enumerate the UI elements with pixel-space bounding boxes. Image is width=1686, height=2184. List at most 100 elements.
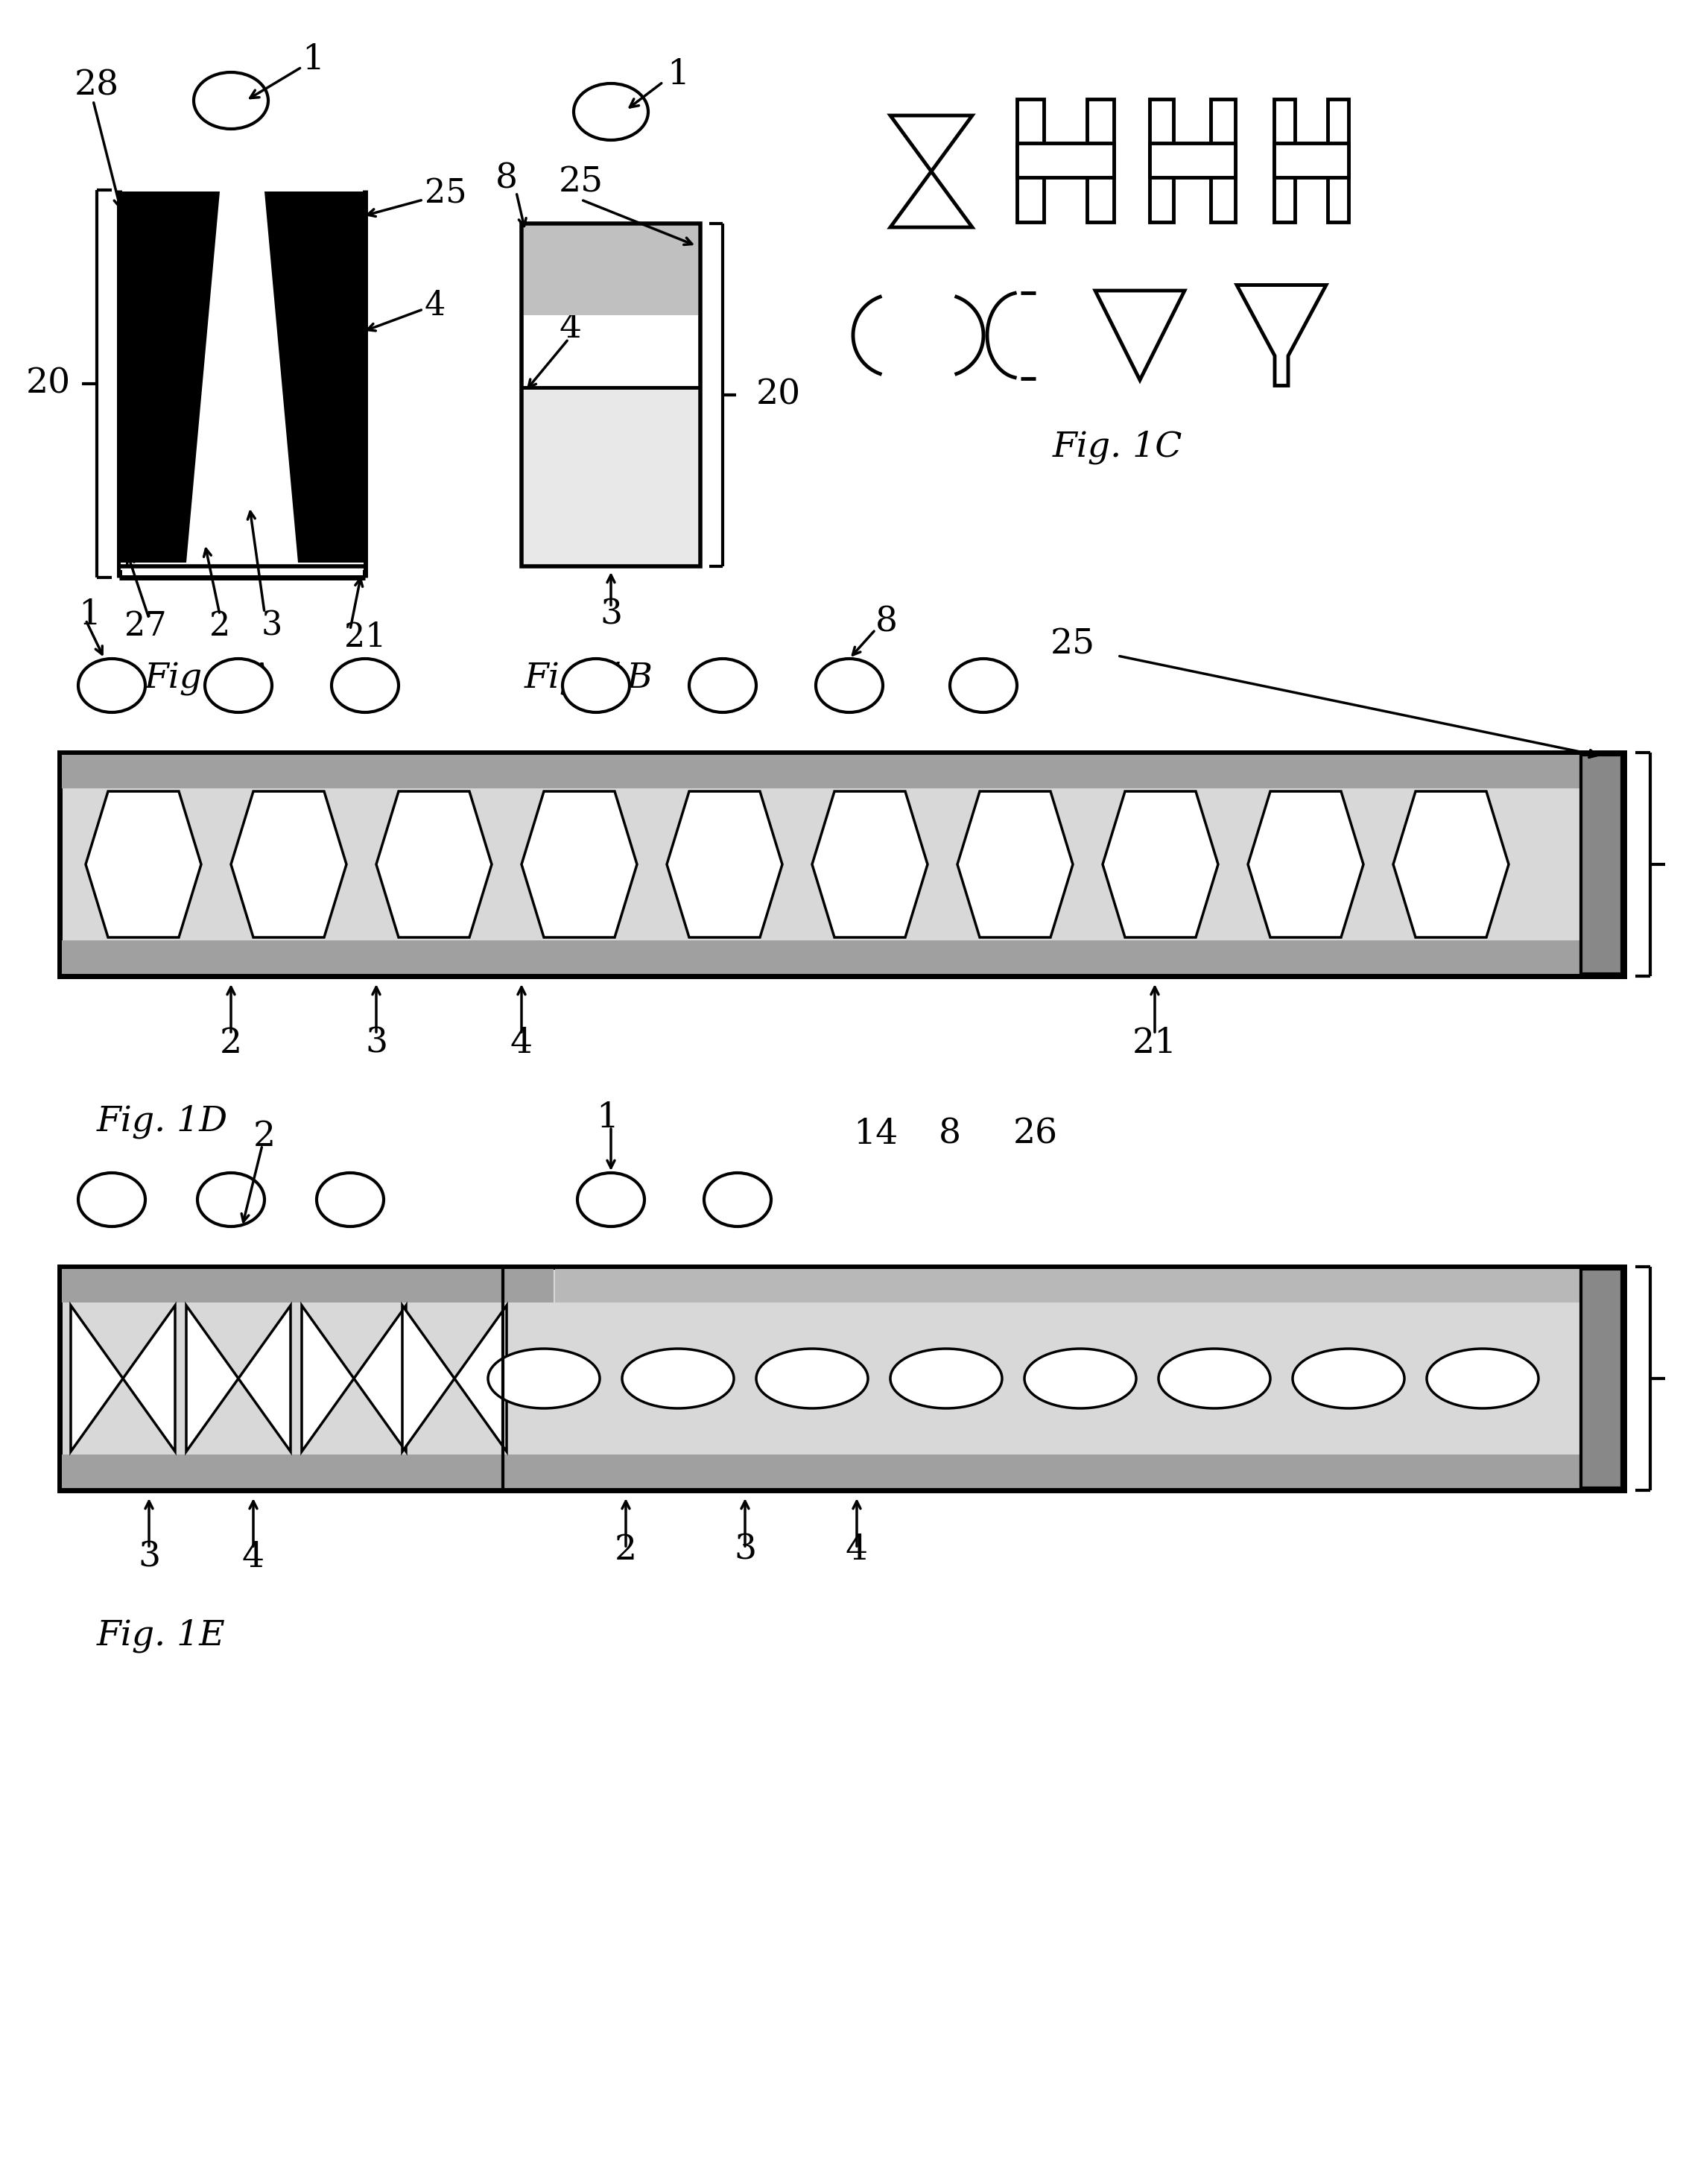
Polygon shape — [121, 192, 219, 563]
Text: 3: 3 — [261, 609, 283, 642]
Ellipse shape — [1158, 1350, 1270, 1409]
Ellipse shape — [757, 1350, 868, 1409]
Ellipse shape — [890, 1350, 1001, 1409]
Polygon shape — [185, 1306, 238, 1452]
Polygon shape — [455, 1306, 506, 1452]
Polygon shape — [302, 1306, 354, 1452]
Text: Fig. 1C: Fig. 1C — [1052, 430, 1182, 463]
Bar — [59, 1267, 1624, 1489]
Bar — [1581, 756, 1622, 974]
Ellipse shape — [487, 1350, 600, 1409]
Text: 20: 20 — [1684, 1361, 1686, 1396]
Ellipse shape — [816, 660, 883, 712]
Polygon shape — [1238, 286, 1327, 387]
Ellipse shape — [332, 660, 398, 712]
Polygon shape — [123, 1306, 175, 1452]
Text: Fig. 1E: Fig. 1E — [96, 1618, 226, 1653]
Polygon shape — [403, 1306, 455, 1452]
Ellipse shape — [622, 1350, 733, 1409]
Polygon shape — [238, 1306, 290, 1452]
Ellipse shape — [949, 660, 1017, 712]
Ellipse shape — [194, 72, 268, 129]
Bar — [62, 941, 1622, 974]
Polygon shape — [71, 1306, 123, 1452]
Text: 27: 27 — [125, 609, 167, 642]
Polygon shape — [890, 116, 973, 170]
Text: 14: 14 — [853, 1118, 899, 1151]
Text: 2: 2 — [219, 1026, 243, 1059]
Ellipse shape — [1293, 1350, 1404, 1409]
Text: 21: 21 — [344, 620, 386, 653]
Bar — [521, 223, 700, 566]
Text: 4: 4 — [425, 290, 445, 321]
Bar — [1275, 142, 1349, 177]
Polygon shape — [666, 791, 782, 937]
Bar — [121, 563, 364, 570]
Text: 28: 28 — [74, 70, 120, 103]
Bar — [1581, 1269, 1622, 1487]
Ellipse shape — [317, 1173, 384, 1227]
Text: 25: 25 — [558, 166, 604, 199]
Polygon shape — [265, 192, 364, 563]
Text: 4: 4 — [511, 1026, 533, 1059]
Text: 2: 2 — [615, 1533, 637, 1566]
Text: 1: 1 — [666, 57, 690, 92]
Bar — [524, 225, 698, 314]
Bar — [1150, 142, 1234, 177]
Bar — [1150, 98, 1173, 223]
Text: 4: 4 — [846, 1533, 868, 1566]
Polygon shape — [958, 791, 1072, 937]
Text: Fig. 1B: Fig. 1B — [524, 662, 652, 695]
Text: 4: 4 — [243, 1540, 265, 1575]
Polygon shape — [1248, 791, 1364, 937]
Polygon shape — [890, 170, 973, 227]
Text: 8: 8 — [939, 1118, 961, 1151]
Ellipse shape — [1426, 1350, 1539, 1409]
Text: 1: 1 — [302, 44, 324, 76]
Ellipse shape — [206, 660, 271, 712]
Bar — [59, 753, 1624, 976]
Polygon shape — [376, 791, 492, 937]
Polygon shape — [354, 1306, 406, 1452]
Ellipse shape — [197, 1173, 265, 1227]
Ellipse shape — [1025, 1350, 1136, 1409]
Ellipse shape — [78, 1173, 145, 1227]
Ellipse shape — [705, 1173, 771, 1227]
Bar — [1017, 98, 1044, 223]
Text: 3: 3 — [138, 1540, 160, 1575]
Polygon shape — [86, 791, 201, 937]
Text: Fig. 1D: Fig. 1D — [96, 1105, 228, 1138]
Ellipse shape — [690, 660, 757, 712]
Bar — [62, 1269, 553, 1302]
Bar — [555, 1269, 1622, 1302]
Text: 1: 1 — [597, 1101, 619, 1133]
Ellipse shape — [577, 1173, 644, 1227]
Text: 8: 8 — [875, 605, 897, 640]
Polygon shape — [813, 791, 927, 937]
Bar — [1211, 98, 1234, 223]
Polygon shape — [1393, 791, 1509, 937]
Text: 2: 2 — [209, 609, 231, 642]
Bar — [1017, 142, 1114, 177]
Text: 1: 1 — [78, 598, 101, 631]
Bar — [1087, 98, 1114, 223]
Polygon shape — [521, 791, 637, 937]
Ellipse shape — [563, 660, 629, 712]
Ellipse shape — [78, 660, 145, 712]
Text: 25: 25 — [1050, 627, 1096, 662]
Text: 25: 25 — [425, 177, 467, 210]
Text: 21: 21 — [1133, 1026, 1177, 1059]
Ellipse shape — [573, 83, 647, 140]
Text: 20: 20 — [757, 378, 801, 413]
Text: 4: 4 — [558, 310, 582, 345]
Text: 3: 3 — [364, 1026, 388, 1059]
Bar — [1327, 98, 1349, 223]
Text: 3: 3 — [733, 1533, 757, 1566]
Bar — [62, 756, 1622, 788]
Text: 8: 8 — [496, 162, 518, 197]
Bar — [524, 389, 698, 563]
Text: 20: 20 — [25, 367, 71, 400]
Bar — [62, 1455, 1622, 1487]
Polygon shape — [1096, 290, 1185, 380]
Text: 3: 3 — [600, 598, 622, 631]
